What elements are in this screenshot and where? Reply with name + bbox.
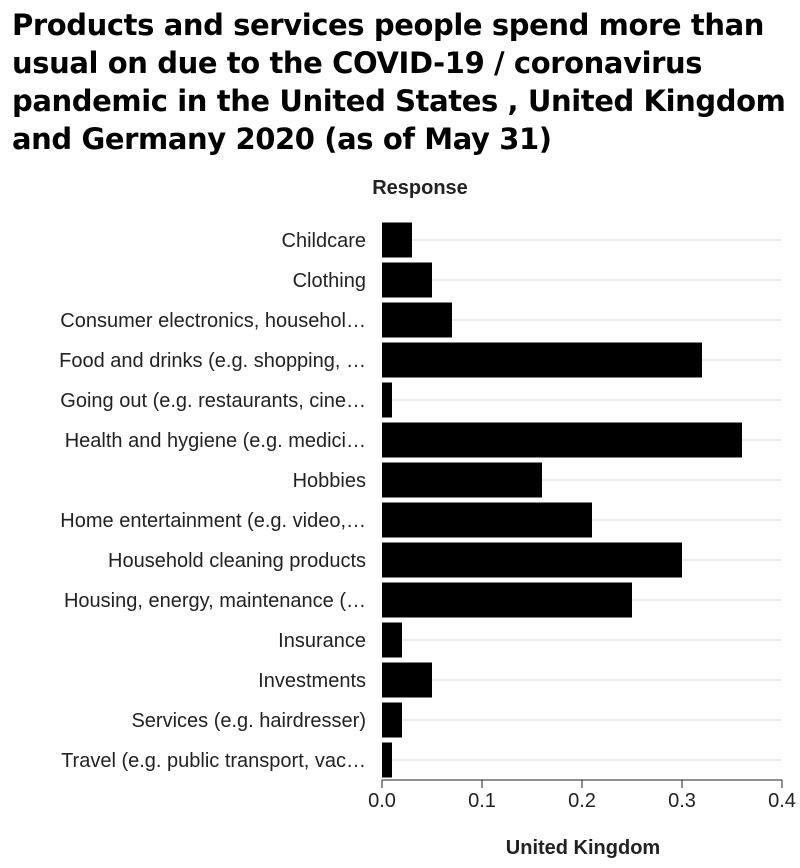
bar xyxy=(382,262,432,298)
bar xyxy=(382,222,412,258)
x-tick-label: 0.1 xyxy=(468,790,496,812)
bar xyxy=(382,662,432,698)
category-label: Childcare xyxy=(282,230,366,252)
x-axis-title: United Kingdom xyxy=(506,837,660,859)
x-axis: 0.0 0.1 0.2 0.3 0.4 xyxy=(368,779,796,812)
bar xyxy=(382,702,402,738)
category-label: Housing, energy, maintenance (… xyxy=(64,590,366,612)
category-label: Clothing xyxy=(293,270,366,292)
x-tick-label: 0.4 xyxy=(768,790,796,812)
category-label: Food and drinks (e.g. shopping, … xyxy=(59,350,366,372)
bar xyxy=(382,582,632,618)
category-labels: Childcare Clothing Consumer electronics, h… xyxy=(59,230,366,772)
bar xyxy=(382,542,682,578)
chart-title: Products and services people spend more … xyxy=(12,8,786,156)
category-label: Home entertainment (e.g. video,… xyxy=(60,510,366,532)
x-tick-label: 0.2 xyxy=(568,790,596,812)
bar xyxy=(382,462,542,498)
category-label: Going out (e.g. restaurants, cine… xyxy=(60,390,366,412)
category-label: Travel (e.g. public transport, vac… xyxy=(61,750,366,772)
bar xyxy=(382,342,702,378)
bar xyxy=(382,622,402,658)
bar xyxy=(382,502,592,538)
x-tick-label: 0.0 xyxy=(368,790,396,812)
category-label: Investments xyxy=(258,670,366,692)
category-label: Health and hygiene (e.g. medici… xyxy=(65,430,366,452)
x-tick-label: 0.3 xyxy=(668,790,696,812)
bar xyxy=(382,742,392,778)
bars xyxy=(382,222,742,778)
bar xyxy=(382,422,742,458)
y-axis-title: Response xyxy=(372,177,468,199)
category-label: Insurance xyxy=(278,630,366,652)
category-label: Consumer electronics, househol… xyxy=(60,310,366,332)
category-label: Hobbies xyxy=(293,470,366,492)
bar xyxy=(382,302,452,338)
category-label: Services (e.g. hairdresser) xyxy=(131,710,366,732)
category-label: Household cleaning products xyxy=(108,550,366,572)
bar xyxy=(382,382,392,418)
